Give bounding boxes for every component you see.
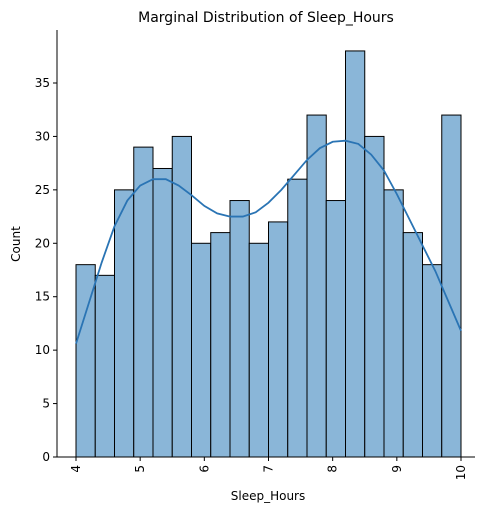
chart-title: Marginal Distribution of Sleep_Hours bbox=[138, 10, 394, 26]
histogram-bar bbox=[133, 146, 154, 458]
histogram-bar bbox=[345, 50, 366, 458]
x-tick-label: 4 bbox=[69, 465, 83, 473]
histogram-bar bbox=[306, 114, 327, 458]
y-tick-label: 0 bbox=[42, 450, 50, 464]
kde-group bbox=[75, 139, 462, 345]
kde-line bbox=[75, 139, 462, 345]
y-axis-label: Count bbox=[9, 226, 23, 262]
y-tick-label: 30 bbox=[35, 129, 50, 143]
histogram-bar bbox=[402, 232, 423, 458]
y-tick-label: 15 bbox=[35, 290, 50, 304]
x-axis-label: Sleep_Hours bbox=[231, 489, 306, 503]
histogram-bar bbox=[248, 242, 269, 458]
bars-group bbox=[75, 50, 462, 458]
x-tick-label: 5 bbox=[133, 465, 147, 473]
histogram-bar bbox=[287, 178, 308, 458]
histogram-bar bbox=[325, 200, 346, 458]
y-tick-label: 10 bbox=[35, 343, 50, 357]
x-tick-label: 8 bbox=[326, 465, 340, 473]
y-tick-label: 5 bbox=[42, 397, 50, 411]
axes-group: 0 5 10 15 20 25 30 35 4 5 6 7 8 9 10 bbox=[35, 30, 475, 480]
histogram-bar bbox=[210, 232, 231, 458]
histogram-bar bbox=[268, 221, 289, 458]
histogram-bar bbox=[422, 264, 443, 458]
histogram-bar bbox=[114, 189, 135, 458]
x-tick-label: 7 bbox=[262, 465, 276, 473]
histogram-bar bbox=[229, 200, 250, 458]
x-tick-label: 9 bbox=[390, 465, 404, 473]
histogram-bar bbox=[94, 274, 115, 458]
y-tick-label: 20 bbox=[35, 236, 50, 250]
histogram-bar bbox=[364, 135, 385, 458]
x-tick-label: 6 bbox=[197, 465, 211, 473]
histogram-bar bbox=[191, 242, 212, 458]
histogram-bar bbox=[383, 189, 404, 458]
histogram-bar bbox=[152, 167, 173, 458]
histogram-bar bbox=[441, 114, 462, 458]
x-tick-label: 10 bbox=[454, 465, 468, 480]
y-tick-label: 35 bbox=[35, 76, 50, 90]
y-tick-label: 25 bbox=[35, 183, 50, 197]
